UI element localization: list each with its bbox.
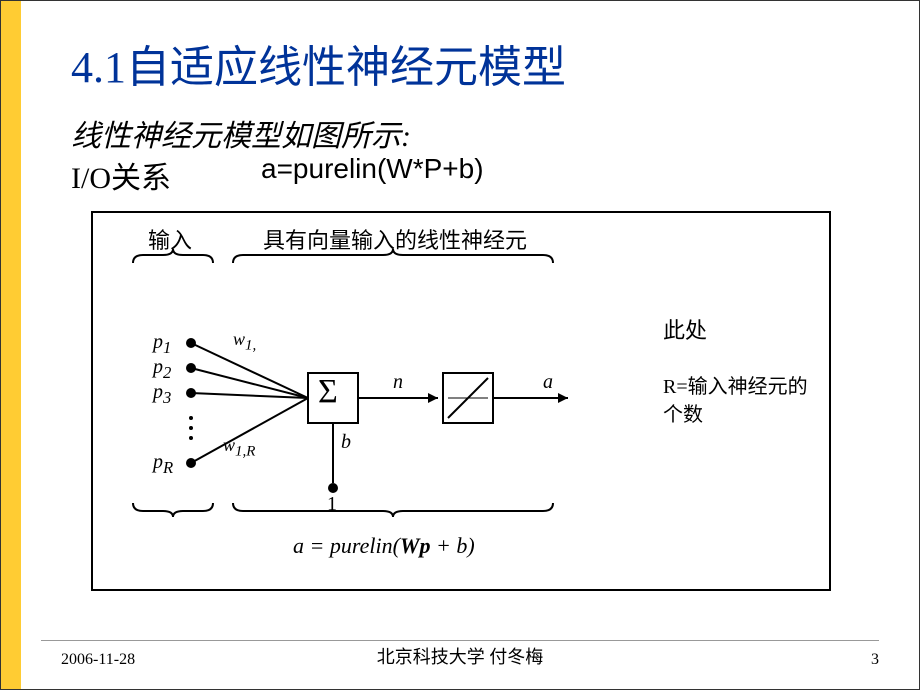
- footer-divider: [41, 640, 879, 641]
- pR-label: pR: [153, 451, 173, 478]
- neuron-diagram: 输入 具有向量输入的线性神经元 此处 R=输入神经元的个数: [91, 211, 831, 591]
- p1-label: p1: [153, 331, 171, 358]
- a-label: a: [543, 371, 553, 394]
- sum-symbol: Σ: [318, 373, 338, 411]
- slide-title: 4.1自适应线性神经元模型: [71, 31, 566, 95]
- bias-label: b: [341, 431, 351, 454]
- wR-label: w1,R: [223, 435, 255, 461]
- io-label: I/O关系: [71, 153, 171, 197]
- bias-one: 1: [327, 493, 337, 516]
- formula-bottom: a = purelin(Wp + b): [293, 533, 475, 559]
- n-label: n: [393, 371, 403, 394]
- footer-center: 北京科技大学 付冬梅: [1, 643, 919, 669]
- footer-page: 3: [871, 651, 879, 669]
- formula-top: a=purelin(W*P+b): [261, 153, 484, 185]
- accent-bar: [1, 1, 21, 689]
- p2-label: p2: [153, 356, 171, 383]
- p3-label: p3: [153, 381, 171, 408]
- subtitle: 线性神经元模型如图所示:: [71, 111, 411, 155]
- w1-label: w1,: [233, 329, 256, 355]
